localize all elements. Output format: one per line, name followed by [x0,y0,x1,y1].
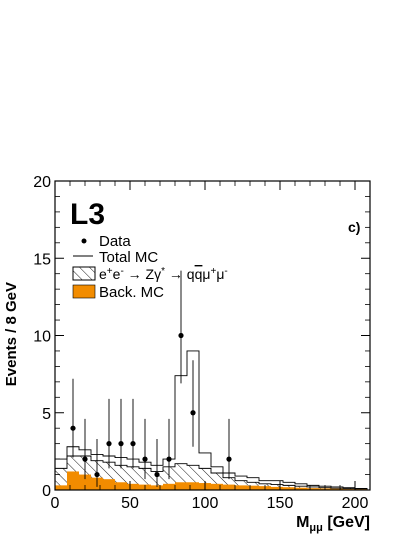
background-bar [115,482,127,490]
background-bar [187,482,199,490]
x-tick-label: 150 [267,495,294,512]
legend-data-label: Data [99,233,131,250]
background-bar [175,482,187,490]
data-point [190,410,196,416]
legend-total-mc-label: Total MC [99,249,158,266]
signal-bar [55,468,67,490]
background-bar [235,485,247,490]
background-bar [295,487,307,490]
panel-label: c) [348,219,360,235]
background-bar [331,488,343,490]
x-tick-label: 0 [51,495,60,512]
signal-histogram-outline [54,455,368,490]
x-axis-title-subscript: μμ [309,522,322,534]
data-point [166,456,172,462]
y-axis-title: Events / 8 GeV [3,282,20,386]
legend: Data Total MC e+e- → Zγ* → qqμ+μ- Back. … [72,233,228,301]
legend-background-symbol [72,284,96,299]
x-tick-label: 200 [342,495,369,512]
x-tick-label: 100 [192,495,219,512]
background-bar [163,483,175,490]
background-bar [307,488,319,490]
background-bar [79,474,91,490]
data-point [118,441,124,447]
data-point [70,425,76,431]
y-tick-label: 0 [42,483,51,500]
data-point [226,456,232,462]
legend-signal-symbol [72,266,96,281]
background-bar [103,479,115,490]
background-bar [151,485,163,490]
background-bar [127,483,139,490]
x-axis-title-unit: [GeV] [323,514,370,531]
y-tick-label: 5 [42,406,51,423]
experiment-label: L3 [70,198,105,231]
x-axis-title-main: M [296,514,309,531]
data-point [154,471,160,478]
legend-background-label: Back. MC [99,284,164,301]
data-point [82,456,88,462]
background-bar [211,483,223,490]
y-tick-label: 20 [33,174,51,191]
data-point [178,332,184,339]
total-mc-histogram [54,350,368,490]
background-bar [223,484,235,490]
x-tick-label: 50 [121,495,139,512]
data-point [142,456,148,462]
data-point [94,471,100,478]
legend-signal-label: e+e- → Zγ* → qqμ+μ- [99,266,228,282]
y-tick-label: 10 [33,329,51,346]
background-bar [283,487,295,490]
data-point [130,441,136,447]
y-tick-label: 15 [33,251,51,268]
background-bar [247,485,259,490]
background-bar [67,471,79,490]
x-axis-title: Mμμ [GeV] [296,514,370,534]
background-bar [271,486,283,490]
background-bar [55,485,67,490]
data-point [106,441,112,447]
legend-data-symbol [81,238,87,244]
